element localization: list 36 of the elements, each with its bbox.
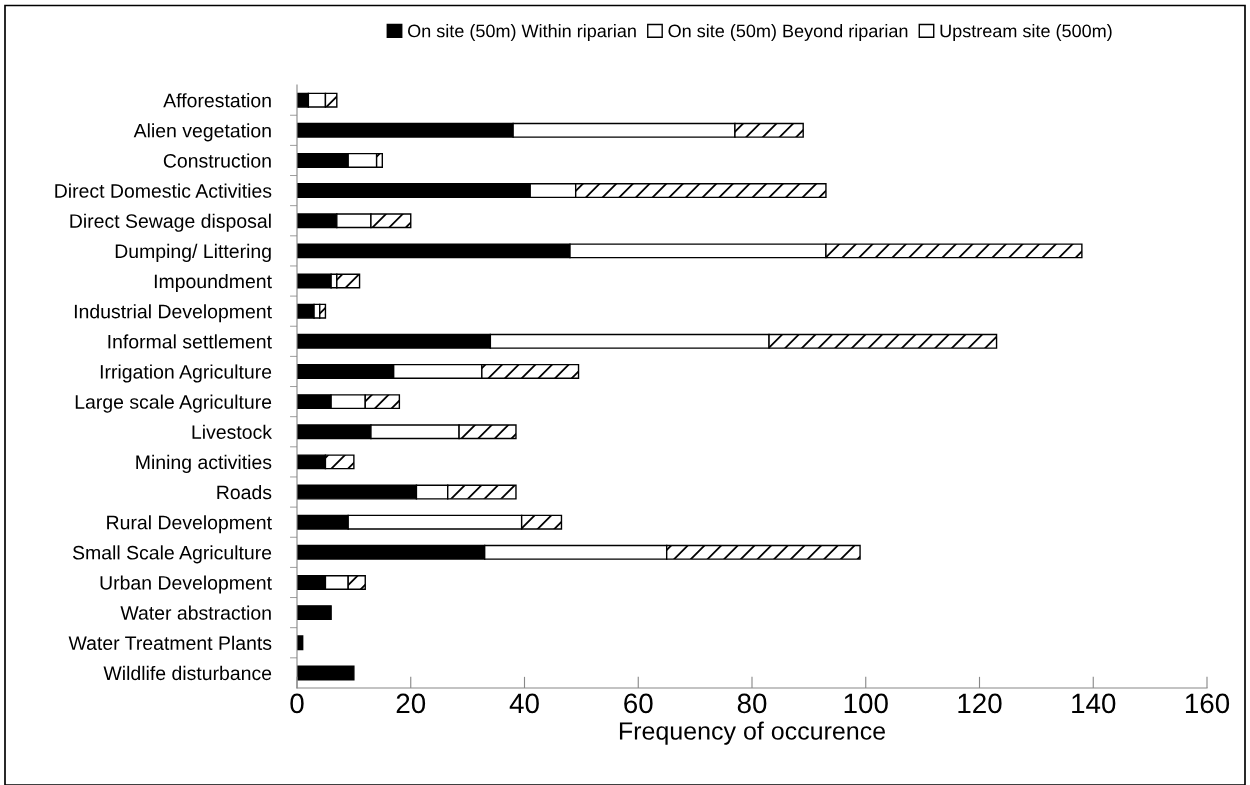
y-tick-label: Livestock <box>192 424 273 439</box>
bar <box>297 273 332 289</box>
legend-label: Upstream site (500m) <box>940 24 1112 41</box>
x-tick-label: 160 <box>1185 693 1230 714</box>
x-tick-label: 0 <box>290 693 304 714</box>
x-axis-title: Frequency of occurence <box>619 721 885 745</box>
legend-label: On site (50m) Beyond riparian <box>668 24 908 41</box>
x-tick-label: 20 <box>396 693 426 714</box>
bar <box>297 605 332 621</box>
x-tick-label: 60 <box>624 693 653 714</box>
y-tick-label: Alien vegetation <box>133 123 271 142</box>
y-tick-label: Informal settlement <box>108 334 272 349</box>
y-tick-label: Water abstraction <box>120 605 271 620</box>
y-tick-label: Industrial Development <box>74 304 272 323</box>
x-tick-label: 40 <box>509 693 539 714</box>
x-tick-label: 140 <box>1072 693 1116 714</box>
y-tick-label: Impoundment <box>154 273 272 293</box>
y-tick-label: Roads <box>217 484 272 500</box>
y-tick-label: Direct Sewage disposal <box>70 213 271 232</box>
y-tick-label: Irrigation Agriculture <box>100 364 272 383</box>
y-tick-label: Water Treatment Plants <box>68 635 272 650</box>
y-tick-label: Mining activities <box>136 454 272 473</box>
y-tick-label: Afforestation <box>163 93 271 108</box>
y-tick-label: Direct Domestic Activities <box>55 183 272 198</box>
y-tick-label: Dumping/ Littering <box>115 243 271 262</box>
x-tick-label: 80 <box>737 693 767 714</box>
y-tick-label: Construction <box>163 153 271 168</box>
y-tick-label: Large scale Agriculture <box>75 394 272 413</box>
y-tick-label: Rural Development <box>107 515 272 534</box>
y-tick-label: Urban Development <box>100 575 272 594</box>
bar <box>297 665 355 681</box>
x-tick-label: 100 <box>844 693 888 714</box>
y-tick-label: Wildlife disturbance <box>103 665 272 681</box>
x-tick-label: 120 <box>958 693 1002 714</box>
legend-label: On site (50m) Within riparian <box>408 24 636 41</box>
y-tick-label: Small Scale Agriculture <box>72 545 272 564</box>
